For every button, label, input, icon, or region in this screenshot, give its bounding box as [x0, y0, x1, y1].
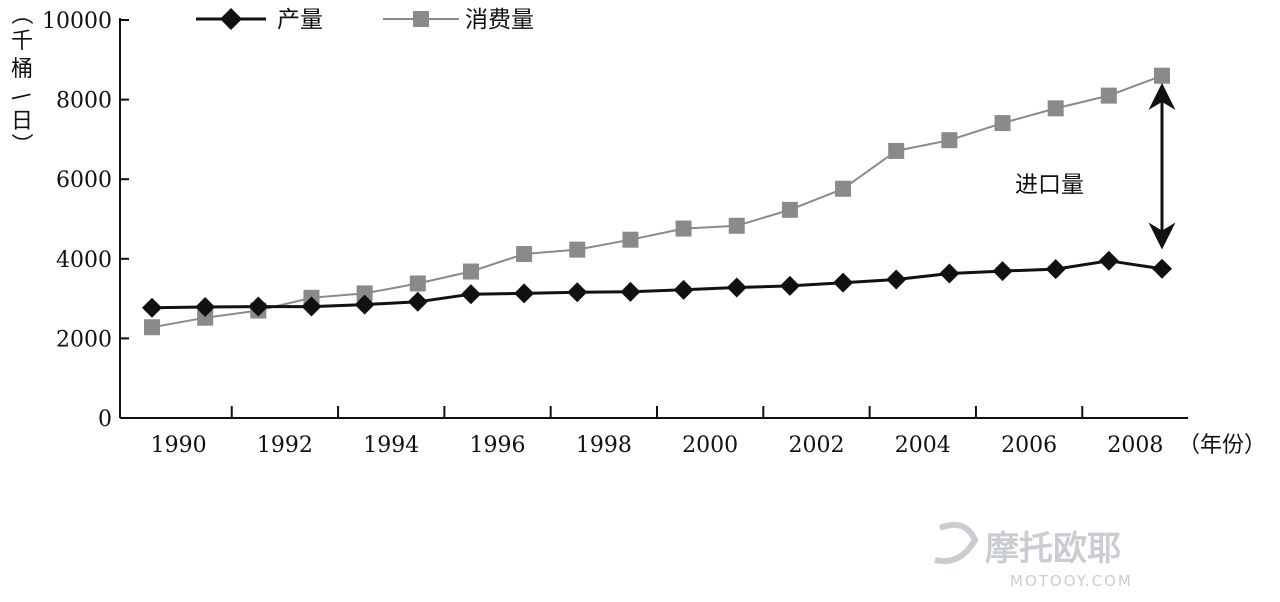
production-point — [992, 261, 1013, 282]
y-tick-label: 4000 — [56, 248, 112, 273]
production-point — [1045, 259, 1066, 280]
y-axis-label-char: 桶 — [11, 57, 33, 82]
consumption-point — [197, 309, 214, 326]
legend-label-consumption: 消费量 — [465, 7, 534, 33]
consumption-point — [622, 231, 639, 248]
production-point — [620, 281, 641, 302]
production-point — [673, 279, 694, 300]
production-point — [886, 269, 907, 290]
watermark: 摩托欧耶 MOTOOY.COM — [934, 522, 1133, 590]
production-point — [195, 296, 216, 317]
production-point — [779, 275, 800, 296]
y-axis-label-char: 日 — [11, 109, 33, 134]
y-axis-label-char: / — [8, 87, 34, 106]
x-tick-label: 1994 — [363, 433, 419, 458]
y-axis-label: （ 千桶 / 日） — [8, 3, 34, 155]
x-tick-label: 2002 — [788, 433, 844, 458]
production-point — [514, 283, 535, 304]
consumption-point — [888, 142, 905, 159]
production-point — [407, 291, 428, 312]
watermark-main-text: 摩托欧耶 — [985, 529, 1121, 569]
consumption-point — [409, 275, 426, 292]
production-point — [833, 272, 854, 293]
series-line-consumption — [151, 74, 1163, 329]
production-point — [301, 296, 322, 317]
production-point — [726, 277, 747, 298]
consumption-point — [1047, 100, 1064, 117]
watermark-sub-text: MOTOOY.COM — [1010, 572, 1133, 590]
consumption-point — [462, 263, 479, 280]
x-tick-label: 2000 — [682, 433, 738, 458]
x-tick-label: 1992 — [257, 433, 313, 458]
y-tick-label: 8000 — [56, 89, 112, 114]
consumption-point — [835, 180, 852, 197]
import-annotation-label: 进口量 — [1015, 172, 1084, 198]
legend-marker-consumption — [413, 11, 429, 27]
y-tick-label: 6000 — [56, 168, 112, 193]
production-point — [1098, 250, 1119, 271]
y-tick-label: 2000 — [56, 327, 112, 352]
production-point — [567, 282, 588, 303]
consumption-point — [994, 115, 1011, 132]
production-point — [142, 297, 162, 318]
x-tick-label: 2008 — [1107, 433, 1163, 458]
legend: 产量 消费量 — [196, 7, 534, 33]
consumption-point — [675, 220, 692, 237]
import-annotation: 进口量 — [1015, 82, 1176, 250]
x-axis-unit-label: （年份） — [1178, 433, 1266, 458]
consumption-point — [941, 132, 958, 149]
x-axis-ticks: 1990 1992 1994 1996 1998 2000 2002 2004 2006 2008 — [151, 406, 1163, 458]
production-point — [248, 296, 269, 317]
consumption-point — [1100, 87, 1117, 104]
y-axis-label-char: 千 — [11, 29, 33, 54]
consumption-point — [1154, 67, 1170, 84]
production-point — [460, 284, 481, 305]
consumption-point — [356, 285, 373, 302]
y-axis-label-char: ） — [8, 133, 33, 155]
series-layer — [142, 67, 1172, 336]
legend-item-production: 产量 — [196, 7, 323, 33]
legend-marker-production — [220, 8, 242, 30]
y-tick-label: 10000 — [42, 9, 112, 34]
consumption-point — [144, 319, 160, 336]
consumption-point — [728, 217, 745, 234]
legend-item-consumption: 消费量 — [383, 7, 534, 33]
x-tick-label: 2006 — [1001, 433, 1057, 458]
x-tick-label: 1996 — [470, 433, 526, 458]
legend-label-production: 产量 — [277, 7, 323, 33]
production-point — [939, 263, 960, 284]
consumption-point — [781, 201, 798, 218]
y-axis-ticks: 0 2000 4000 6000 8000 10000 — [42, 9, 129, 432]
consumption-point — [569, 241, 586, 258]
production-point — [1152, 258, 1172, 279]
y-axis-label-char: （ — [8, 3, 33, 25]
consumption-point — [516, 246, 533, 263]
x-tick-label: 1990 — [151, 433, 207, 458]
production-point — [354, 294, 375, 315]
x-tick-label: 1998 — [576, 433, 632, 458]
x-tick-label: 2004 — [895, 433, 951, 458]
watermark-logo-icon — [934, 522, 979, 564]
y-tick-label: 0 — [98, 407, 112, 432]
